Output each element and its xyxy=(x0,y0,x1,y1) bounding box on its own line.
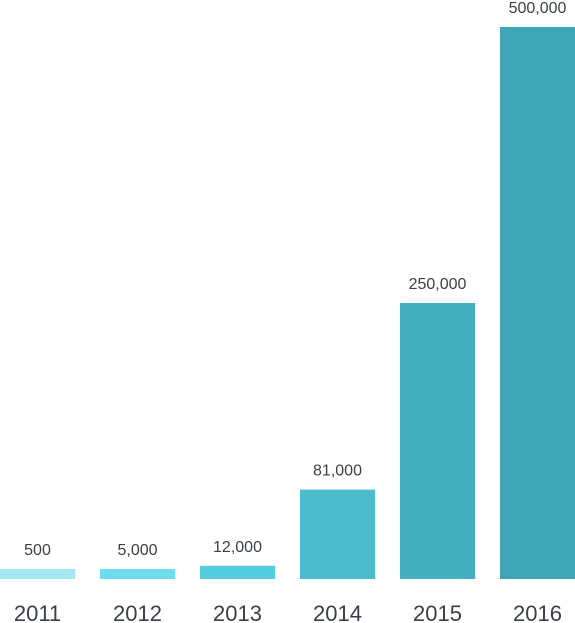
x-tick-label-2016: 2016 xyxy=(513,601,562,623)
x-tick-label-2014: 2014 xyxy=(313,601,362,623)
value-label-2012: 5,000 xyxy=(117,542,157,559)
x-tick-labels-group: 2011 2012 2013 2014 2015 2016 xyxy=(14,601,562,623)
value-label-2014: 81,000 xyxy=(313,463,362,480)
bar-2015 xyxy=(400,303,475,579)
value-labels-group: 500 5,000 12,000 81,000 250,000 500,000 xyxy=(24,0,566,559)
value-label-2011: 500 xyxy=(24,542,51,559)
value-label-2016: 500,000 xyxy=(509,0,567,17)
bar-2012 xyxy=(100,569,175,579)
bar-2014 xyxy=(300,489,375,579)
value-label-2015: 250,000 xyxy=(409,276,467,293)
x-tick-label-2015: 2015 xyxy=(413,601,462,623)
x-tick-label-2013: 2013 xyxy=(213,601,262,623)
bar-2016 xyxy=(500,27,575,579)
value-label-2013: 12,000 xyxy=(213,539,262,556)
bar-2011 xyxy=(0,569,75,579)
x-tick-label-2012: 2012 xyxy=(113,601,162,623)
bars-group xyxy=(0,27,575,579)
bar-2013 xyxy=(200,565,275,579)
x-tick-label-2011: 2011 xyxy=(14,601,61,623)
